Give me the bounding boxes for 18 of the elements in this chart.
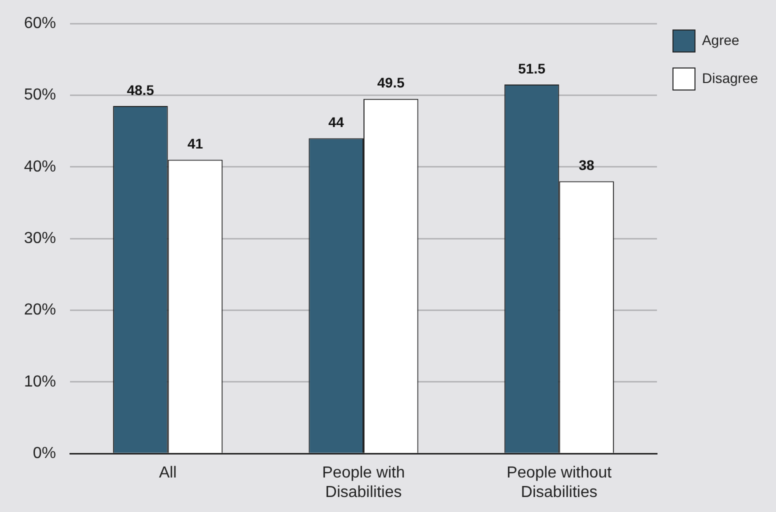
y-tick-label: 60%: [24, 15, 56, 32]
data-label: 49.5: [377, 74, 405, 91]
data-label: 48.5: [126, 82, 154, 98]
data-label: 44: [328, 114, 344, 130]
x-tick-label: People with Disabilities: [322, 464, 405, 501]
legend-label: Disagree: [702, 70, 758, 86]
x-tick-label: People without Disabilities: [506, 464, 612, 501]
y-tick-label: 10%: [24, 373, 56, 390]
y-tick-label: 30%: [24, 230, 56, 248]
y-tick-label: 0%: [32, 445, 56, 462]
y-tick-label: 50%: [24, 86, 56, 104]
y-tick-label: 20%: [24, 302, 56, 319]
data-label: 51.5: [518, 60, 546, 76]
data-label: 38: [578, 157, 595, 174]
y-tick-label: 40%: [24, 158, 56, 176]
data-label: 41: [187, 136, 204, 152]
legend-label: Agree: [702, 32, 740, 48]
x-tick-label: All: [158, 464, 177, 482]
